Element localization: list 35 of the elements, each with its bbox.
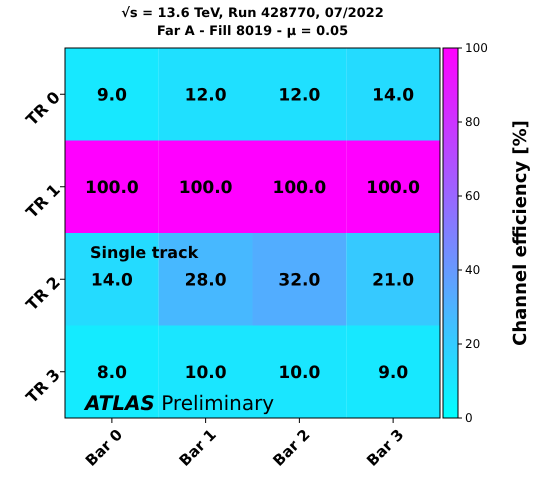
annotation: ATLAS Preliminary [83,391,274,415]
data-label: 100.0 [366,178,420,198]
color-bar-label: 40 [465,263,480,278]
data-label: 32.0 [278,270,321,290]
data-label: 10.0 [278,362,321,383]
y-tick-label: TR 2 [22,272,64,314]
color-bar-label: 20 [465,337,480,352]
x-tick-label: Bar 1 [176,426,220,470]
x-tick-label: Bar 3 [363,426,408,470]
color-bar-label: 60 [465,189,480,204]
data-label: 100.0 [272,178,326,198]
color-bar-label: 80 [465,115,480,130]
data-label: 100.0 [84,178,139,198]
chart-subtitle: Far A - Fill 8019 - μ = 0.05 [156,24,348,39]
data-label: 12.0 [278,85,321,106]
data-label: 28.0 [184,270,227,290]
annotation: Single track [90,243,199,262]
y-tick-label: TR 0 [22,88,64,130]
chart-title: √s = 13.6 TeV, Run 428770, 07/2022 [121,6,384,21]
data-label: 9.0 [96,85,128,106]
y-tick-label: TR 3 [22,365,64,407]
data-label: 12.0 [184,85,227,106]
color-bar-title: Channel efficiency [%] [510,120,531,346]
data-label: 21.0 [372,270,414,290]
y-tick-label: TR 1 [22,180,64,222]
data-label: 14.0 [372,85,414,106]
data-label: 10.0 [184,362,227,383]
data-label: 100.0 [178,178,233,198]
color-bar-label: 0 [465,411,473,426]
data-label: 9.0 [378,362,408,383]
x-tick-label: Bar 2 [269,426,314,470]
color-bar-label: 100 [465,41,488,56]
x-tick-label: Bar 0 [82,426,126,470]
data-label: 14.0 [90,270,134,290]
data-label: 8.0 [96,362,128,383]
